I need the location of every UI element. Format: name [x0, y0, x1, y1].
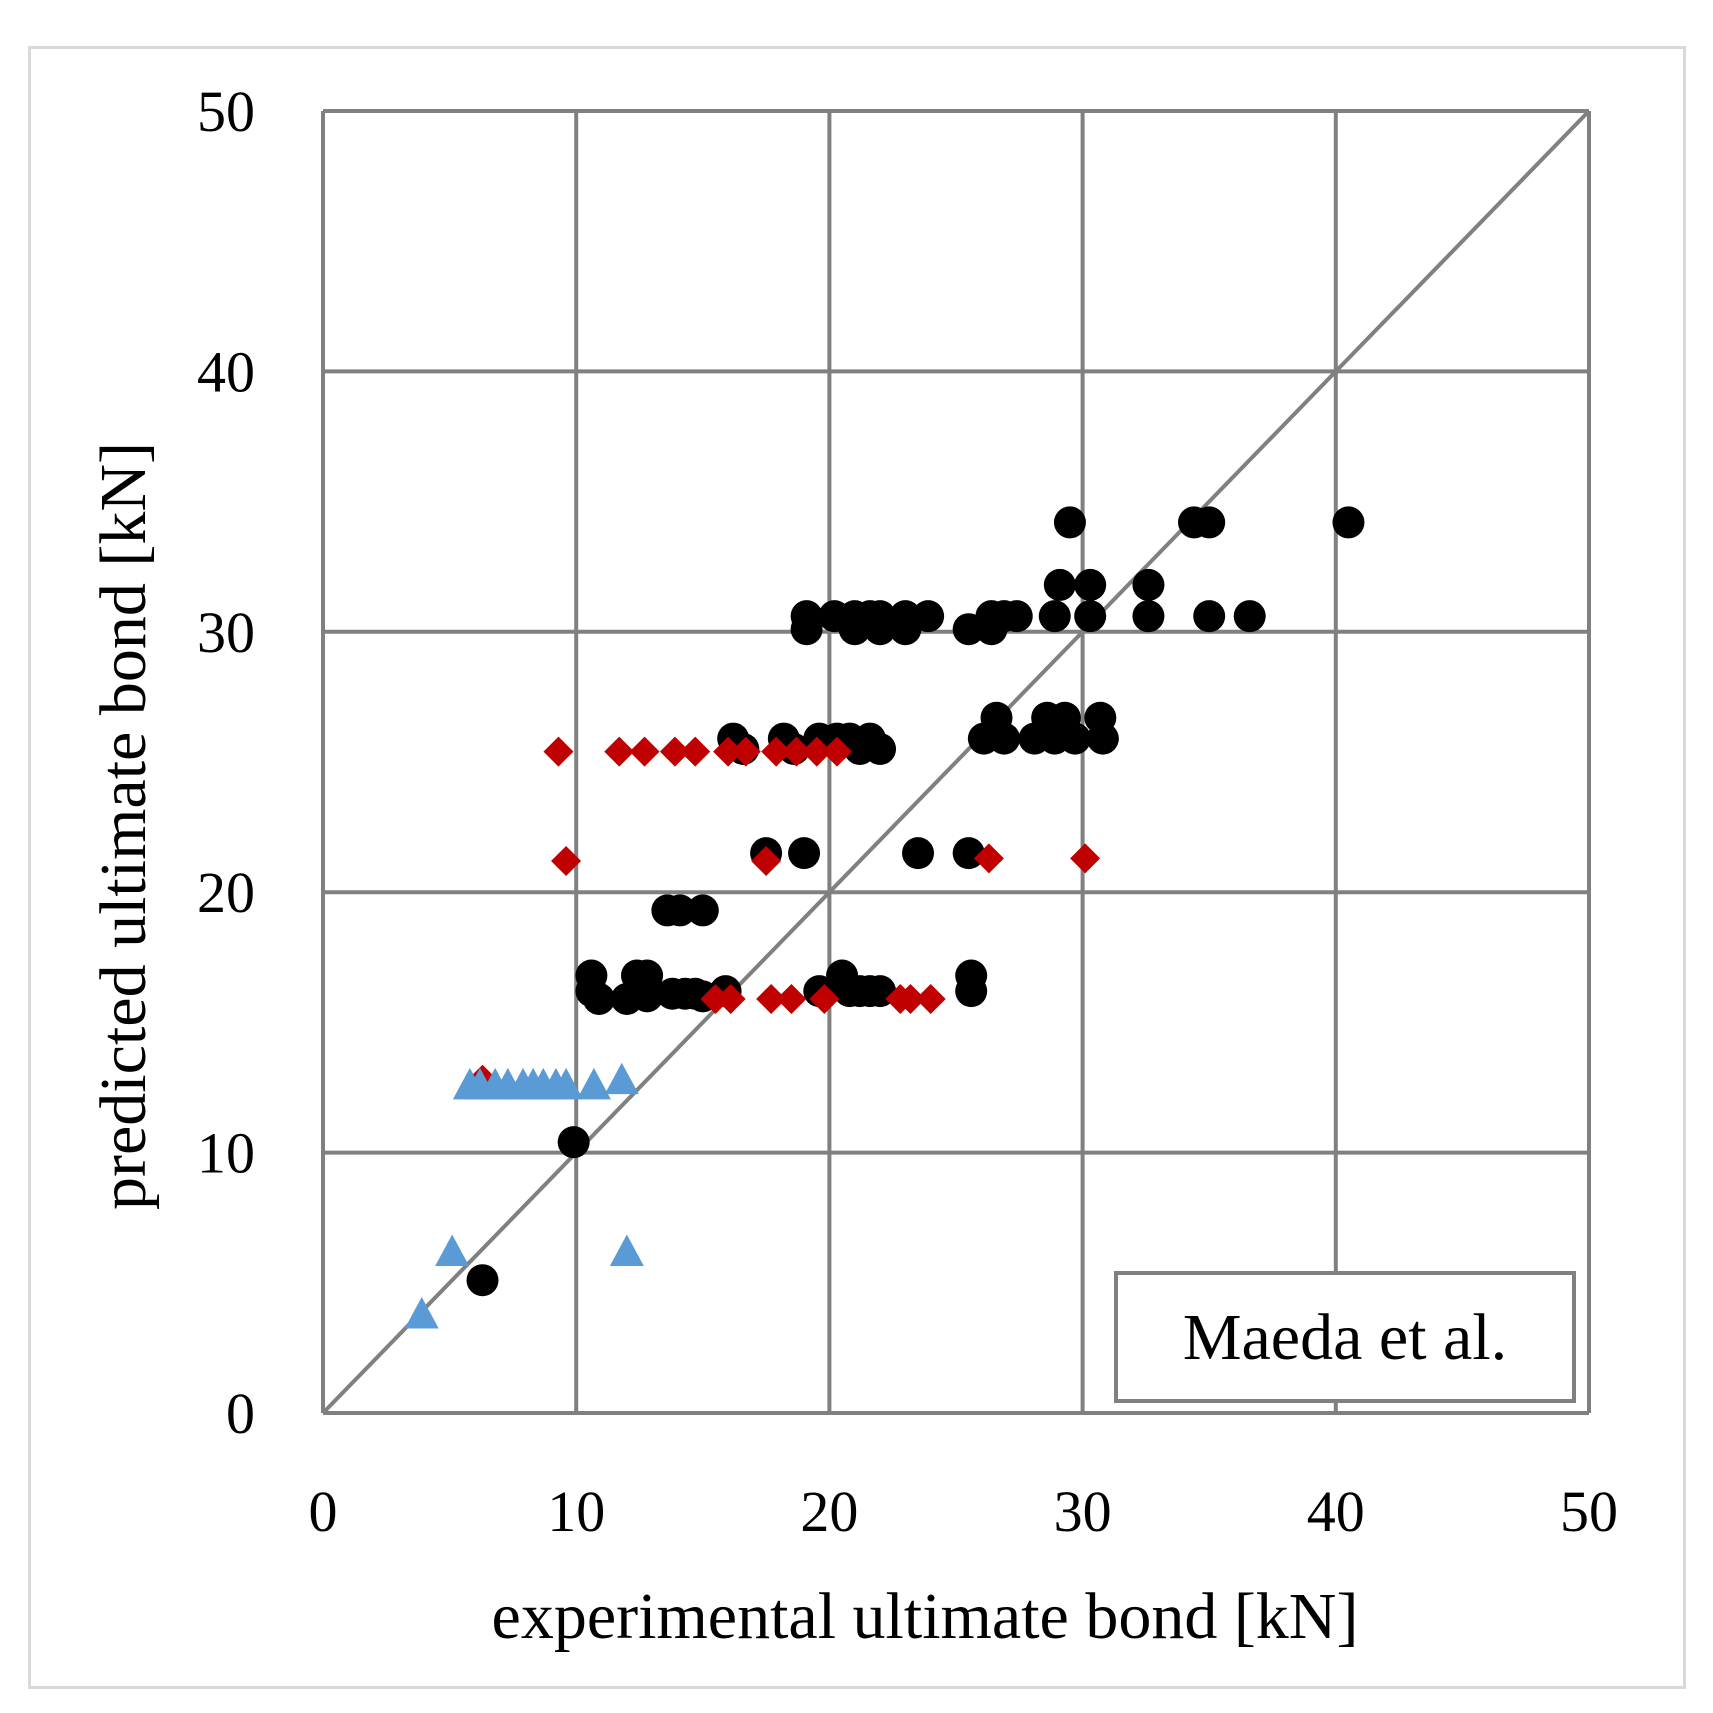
- y-tick-label-1: 10: [197, 1121, 255, 1186]
- circle-point-67: [1193, 506, 1226, 539]
- y-tick-label-2: 20: [197, 860, 255, 925]
- circle-point-65: [1053, 506, 1086, 539]
- circle-point-76: [955, 975, 988, 1008]
- diamond-point-2: [604, 736, 635, 767]
- reference-line-layer: [321, 109, 1591, 1415]
- triangle-point-12: [576, 1067, 611, 1100]
- diamond-point-4: [659, 736, 690, 767]
- circle-point-33: [988, 722, 1021, 755]
- diamond-point-16: [700, 983, 731, 1014]
- reference-line: [321, 109, 1591, 1415]
- circle-point-61: [1132, 568, 1165, 601]
- x-tick-label-3: 30: [1054, 1479, 1112, 1544]
- circle-point-0: [466, 1264, 499, 1297]
- legend-box: [1114, 1271, 1576, 1403]
- circle-point-57: [1038, 600, 1071, 633]
- x-tick-label-5: 50: [1560, 1479, 1618, 1544]
- series-circle: [466, 506, 1365, 1297]
- diamond-point-14: [973, 843, 1004, 874]
- y-tick-label-5: 50: [197, 79, 255, 144]
- diamond-point-12: [551, 845, 582, 876]
- circle-point-38: [1059, 722, 1092, 755]
- circle-point-56: [1000, 600, 1033, 633]
- diamond-point-6: [713, 736, 744, 767]
- diamond-point-15: [1070, 843, 1101, 874]
- diamond-point-9: [781, 736, 812, 767]
- circle-point-48: [864, 600, 897, 633]
- diamond-point-23: [915, 983, 946, 1014]
- triangle-point-0: [404, 1297, 439, 1329]
- diamond-point-13: [751, 845, 782, 876]
- diamond-point-18: [756, 983, 787, 1014]
- circle-point-40: [1086, 722, 1119, 755]
- x-tick-label-1: 10: [547, 1479, 605, 1544]
- data-points: [404, 506, 1365, 1329]
- circle-point-62: [1132, 600, 1165, 633]
- diamond-point-5: [680, 736, 711, 767]
- circle-point-51: [912, 600, 945, 633]
- circle-point-8: [631, 980, 664, 1013]
- legend-label: Maeda et al.: [1183, 1301, 1507, 1374]
- circle-point-4: [582, 982, 615, 1015]
- legend: Maeda et al.: [1114, 1271, 1576, 1403]
- triangle-point-1: [435, 1234, 470, 1267]
- circle-point-50: [889, 600, 922, 633]
- circle-point-18: [788, 837, 821, 870]
- diamond-point-22: [895, 983, 926, 1014]
- circle-point-1: [557, 1126, 590, 1159]
- y-tick-labels: 0 10 20 30 40 50: [197, 79, 255, 1446]
- diamond-point-10: [801, 736, 832, 767]
- x-tick-label-0: 0: [309, 1479, 338, 1544]
- circle-point-63: [1193, 600, 1226, 633]
- circle-point-68: [1332, 506, 1365, 539]
- triangle-point-2: [609, 1234, 644, 1267]
- diamond-point-20: [809, 983, 840, 1014]
- series-diamond: [467, 736, 1101, 1095]
- diamond-point-7: [730, 736, 761, 767]
- circle-point-60: [1074, 600, 1107, 633]
- triangle-point-11: [549, 1067, 584, 1100]
- diamond-point-17: [715, 983, 746, 1014]
- y-tick-label-3: 30: [197, 600, 255, 665]
- x-tick-labels: 0 10 20 30 40 50: [309, 1479, 1619, 1544]
- circle-point-42: [790, 613, 823, 646]
- diamond-point-11: [821, 736, 852, 767]
- circle-point-59: [1074, 568, 1107, 601]
- diamond-point-19: [776, 983, 807, 1014]
- diamond-point-3: [629, 736, 660, 767]
- circle-point-15: [664, 894, 697, 927]
- diamond-point-8: [761, 736, 792, 767]
- x-axis-title: experimental ultimate bond [kN]: [492, 1580, 1359, 1653]
- y-tick-label-4: 40: [197, 339, 255, 404]
- circle-point-16: [686, 894, 719, 927]
- diamond-point-1: [543, 736, 574, 767]
- circle-point-58: [1043, 568, 1076, 601]
- circle-point-20: [952, 837, 985, 870]
- y-tick-label-0: 0: [226, 1381, 255, 1446]
- chart-frame: [28, 46, 1686, 1689]
- x-tick-label-2: 20: [800, 1479, 858, 1544]
- circle-point-19: [902, 837, 935, 870]
- series-triangle: [404, 1062, 644, 1329]
- circle-point-64: [1233, 600, 1266, 633]
- y-axis-title: predicted ultimate bond [kN]: [87, 442, 160, 1210]
- triangle-point-13: [604, 1062, 639, 1095]
- x-tick-label-4: 40: [1307, 1479, 1365, 1544]
- circle-point-30: [864, 732, 897, 765]
